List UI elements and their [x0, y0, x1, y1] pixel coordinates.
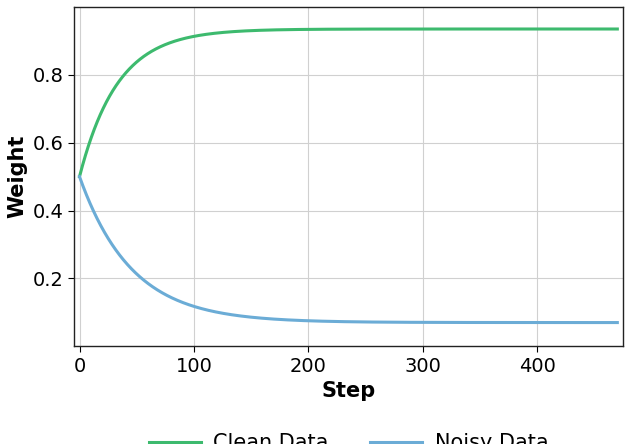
Noisy Data — [76, 174, 83, 179]
X-axis label: Step: Step — [321, 381, 375, 401]
Clean Data — [76, 174, 83, 179]
Noisy Data — [598, 320, 605, 325]
Clean Data — [614, 26, 621, 32]
Clean Data — [103, 98, 111, 103]
Line: Noisy Data: Noisy Data — [79, 177, 617, 322]
Noisy Data — [598, 320, 605, 325]
Clean Data — [323, 27, 331, 32]
Clean Data — [337, 27, 345, 32]
Clean Data — [598, 26, 605, 32]
Noisy Data — [614, 320, 621, 325]
Noisy Data — [499, 320, 507, 325]
Noisy Data — [323, 319, 331, 324]
Clean Data — [598, 26, 605, 32]
Clean Data — [499, 26, 507, 32]
Y-axis label: Weight: Weight — [7, 135, 27, 218]
Legend: Clean Data, Noisy Data: Clean Data, Noisy Data — [140, 424, 557, 444]
Noisy Data — [103, 234, 111, 239]
Noisy Data — [337, 319, 345, 324]
Line: Clean Data: Clean Data — [79, 29, 617, 177]
